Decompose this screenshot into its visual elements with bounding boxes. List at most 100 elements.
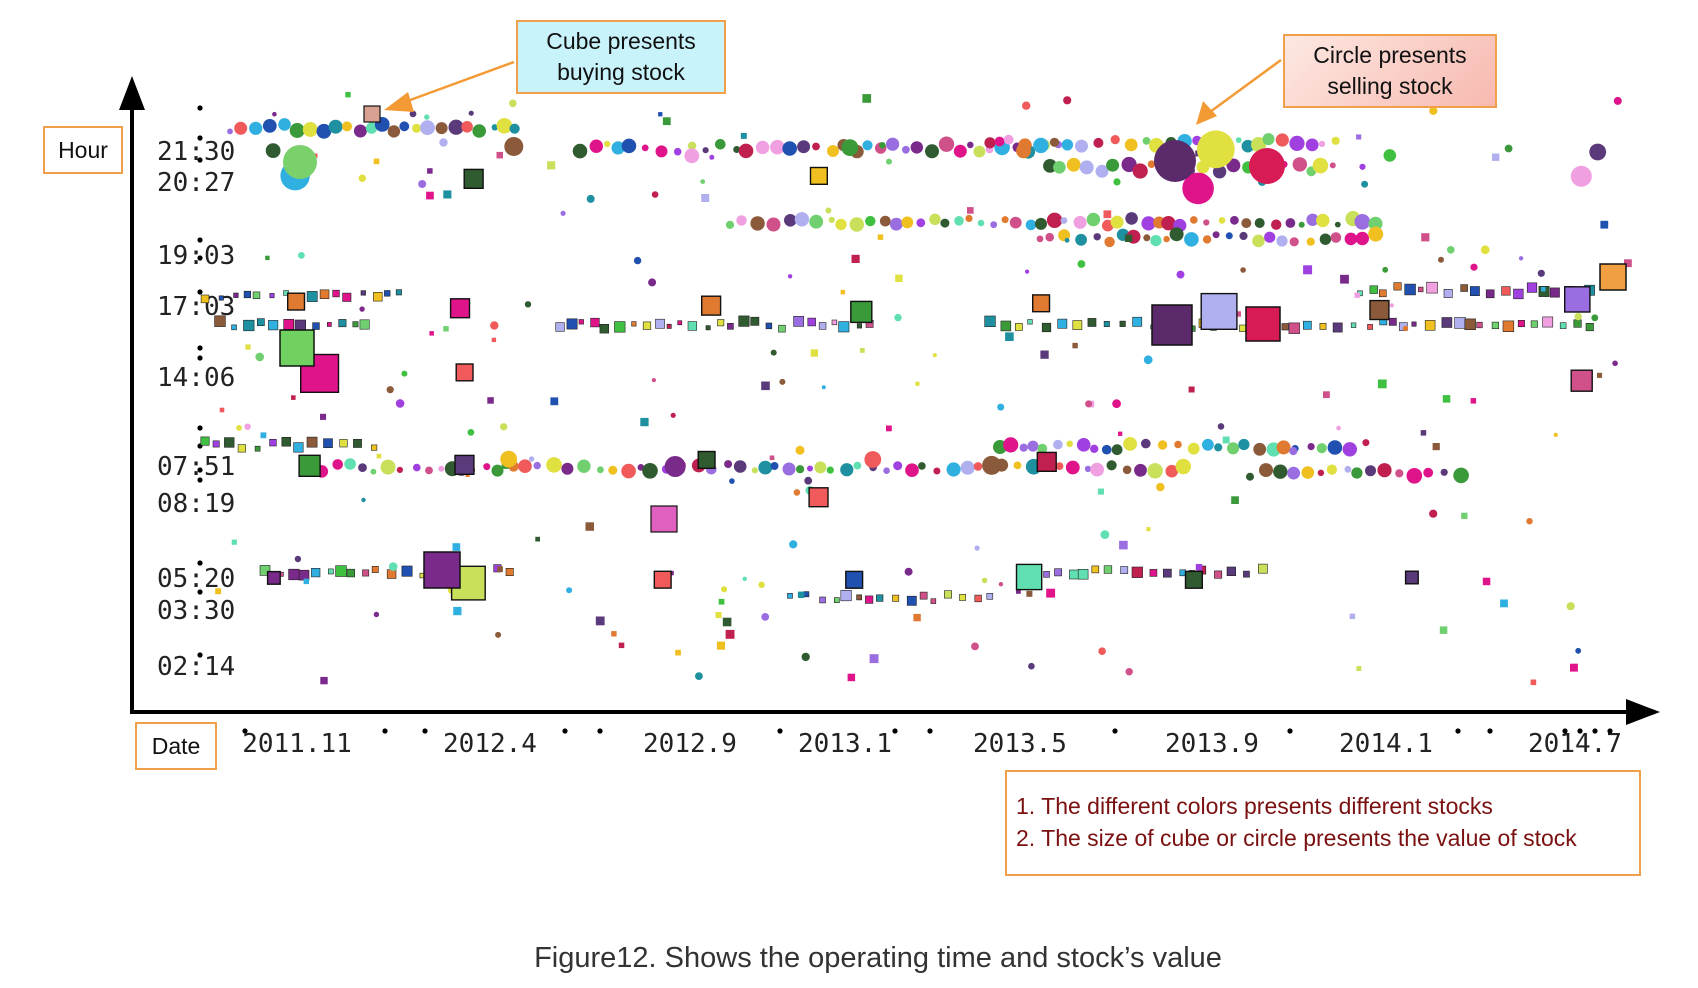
sell-dot [702, 147, 709, 154]
sell-dot [1064, 237, 1070, 243]
sell-dot [1342, 442, 1358, 457]
buy-cube [715, 612, 722, 619]
buy-cube [877, 234, 884, 240]
sell-dot [435, 122, 448, 135]
sell-dot [1141, 216, 1156, 231]
x-axis-arrowhead [1626, 699, 1660, 725]
sell-dot [905, 463, 919, 478]
y-axis-dot [197, 560, 203, 566]
sell-dot [1334, 221, 1341, 228]
buy-cube [1541, 287, 1546, 292]
buy-cube [1195, 564, 1203, 571]
circle-note-arrowhead [1196, 101, 1217, 125]
sell-dot [883, 467, 890, 475]
buy-cube [658, 112, 663, 117]
sell-dot [272, 111, 277, 117]
buy-cube [943, 590, 952, 599]
sell-dot [729, 478, 735, 484]
buy-cube [984, 315, 996, 327]
sell-dot [938, 136, 955, 152]
buy-cube [1500, 599, 1508, 608]
buy-cube-point [266, 570, 281, 585]
buy-cube-point [845, 570, 864, 589]
buy-cube [1041, 322, 1052, 333]
buy-cube [1303, 320, 1312, 330]
sell-dot [358, 174, 366, 182]
sell-dot [787, 274, 793, 279]
sell-dot [289, 123, 305, 138]
buy-cube [1424, 320, 1436, 331]
sell-dot [461, 121, 473, 133]
buy-cube [1377, 379, 1387, 389]
sell-dot [491, 124, 498, 131]
sell-dot [1165, 464, 1179, 478]
sell-dot [1061, 139, 1074, 151]
buy-cube [1132, 316, 1143, 327]
buy-cube [200, 294, 210, 304]
sell-dot [981, 577, 988, 584]
buy-cube-point [1151, 304, 1193, 346]
sell-dot [1438, 256, 1444, 263]
sell-dot [589, 139, 603, 153]
sell-dot [1241, 139, 1255, 153]
buy-cube [362, 569, 370, 577]
buy-cube [320, 676, 328, 685]
sell-dot [586, 194, 595, 203]
figure-caption: Figure12. Shows the operating time and s… [534, 942, 1222, 974]
sell-dot [328, 119, 343, 134]
buy-cube [1103, 320, 1110, 327]
buy-cube [1118, 431, 1123, 436]
sell-dot [1157, 440, 1168, 450]
sell-dot [1326, 464, 1337, 475]
buy-cube [345, 92, 351, 98]
buy-cube [359, 319, 370, 330]
sell-dot [655, 145, 668, 158]
sell-dot [736, 215, 747, 226]
buy-cube-point [287, 292, 306, 311]
sell-dot [1238, 438, 1250, 451]
sell-circle-point [1249, 148, 1285, 184]
sell-circle-point [982, 455, 1002, 475]
sell-dot [946, 462, 961, 477]
sell-dot [750, 216, 765, 231]
sell-dot [370, 468, 377, 475]
sell-dot [1429, 106, 1438, 115]
sell-dot [779, 378, 786, 385]
x-tick-label: 2013.5 [973, 729, 1067, 759]
sell-dot [1066, 440, 1073, 448]
sell-dot [782, 462, 796, 476]
sell-dot [1112, 399, 1121, 409]
buy-cube [429, 331, 434, 336]
buy-cube [578, 319, 584, 325]
buy-cube [915, 381, 920, 386]
sell-dot [1122, 465, 1132, 475]
buy-cube-point [423, 551, 461, 589]
sell-dot [361, 497, 366, 503]
sell-dot [359, 306, 365, 312]
sell-dot [1100, 530, 1110, 539]
sell-dot [835, 218, 847, 231]
sell-dot [994, 136, 1005, 147]
buy-cube [865, 595, 874, 604]
sell-dot [902, 145, 910, 154]
sell-dot [1361, 180, 1369, 188]
buy-cube [1393, 282, 1402, 291]
buy-cube [677, 320, 683, 326]
y-tick-label: 19:03 [157, 241, 235, 271]
sell-dot [249, 121, 263, 135]
sell-dot [1084, 465, 1092, 473]
sell-dot [1110, 215, 1124, 229]
buy-cube [1146, 527, 1151, 532]
sell-circle-point [684, 148, 700, 164]
buy-cube [797, 591, 805, 598]
sell-dot [1111, 444, 1123, 456]
sell-dot [1101, 444, 1112, 455]
buy-cube [550, 397, 559, 406]
sell-dot [358, 463, 367, 472]
sell-dot [1065, 460, 1080, 475]
sell-dot [1273, 464, 1288, 479]
buy-cube [1340, 274, 1349, 284]
sell-dot [998, 582, 1004, 587]
sell-dot [1365, 465, 1376, 477]
buy-cube [769, 455, 775, 461]
